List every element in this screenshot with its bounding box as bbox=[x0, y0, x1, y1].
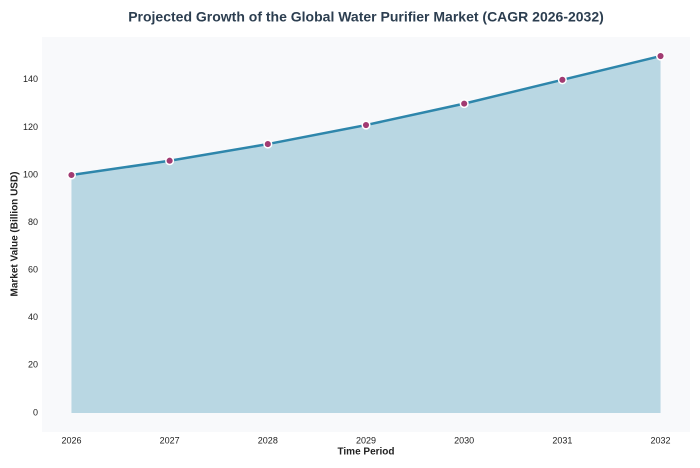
marker bbox=[557, 75, 567, 85]
x-tick-label: 2026 bbox=[61, 435, 81, 445]
marker bbox=[655, 51, 666, 61]
x-tick-label: 2029 bbox=[356, 435, 376, 445]
y-tick-label: 0 bbox=[33, 407, 38, 417]
y-tick-label: 140 bbox=[23, 74, 38, 84]
area-fill bbox=[71, 56, 661, 413]
marker bbox=[459, 99, 469, 109]
x-tick-label: 2032 bbox=[651, 435, 671, 445]
chart-title: Projected Growth of the Global Water Pur… bbox=[128, 9, 604, 25]
y-tick-label: 60 bbox=[28, 265, 38, 275]
x-tick-label: 2031 bbox=[552, 435, 572, 445]
x-tick-label: 2030 bbox=[454, 435, 474, 445]
y-tick-label: 120 bbox=[23, 122, 38, 132]
y-tick-label: 80 bbox=[28, 217, 38, 227]
y-axis-label: Market Value (Billion USD) bbox=[10, 171, 21, 296]
x-axis-label: Time Period bbox=[337, 447, 394, 458]
marker bbox=[263, 139, 273, 149]
marker bbox=[165, 156, 175, 166]
y-tick-label: 40 bbox=[28, 312, 38, 322]
marker bbox=[66, 170, 77, 180]
y-tick-label: 100 bbox=[23, 169, 38, 179]
y-tick-label: 20 bbox=[28, 360, 38, 370]
marker bbox=[361, 120, 371, 130]
x-tick-label: 2027 bbox=[160, 435, 180, 445]
x-tick-label: 2028 bbox=[258, 435, 278, 445]
